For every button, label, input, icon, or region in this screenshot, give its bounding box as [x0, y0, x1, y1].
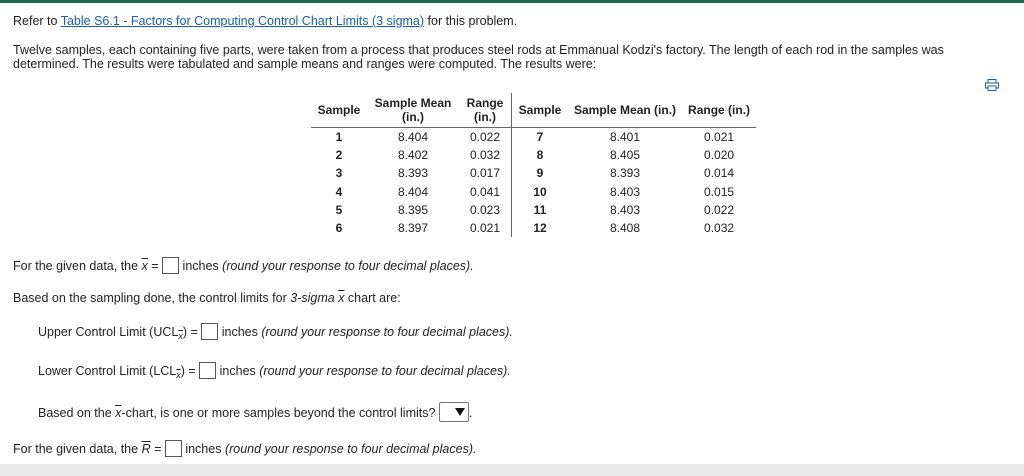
sample-mean: 8.405	[610, 148, 641, 163]
header-sample-mean: Sample Mean (in.)	[367, 93, 459, 128]
sample-mean: 8.395	[397, 202, 429, 217]
sample-number: 7	[536, 130, 544, 145]
dropdown-arrow-icon	[454, 408, 465, 416]
sample-number: 11	[533, 202, 547, 217]
header-sample-2: Sample	[511, 93, 568, 128]
x-double-bar-symbol: x	[141, 258, 148, 273]
header-range-2: Range (in.)	[682, 93, 757, 128]
sample-mean: 8.404	[397, 130, 429, 145]
sample-range: 0.032	[459, 146, 512, 165]
sample-range: 0.032	[704, 221, 735, 236]
table-link[interactable]: Table S6.1 - Factors for Computing Contr…	[60, 14, 425, 28]
sample-range: 0.021	[459, 218, 512, 238]
control-limits-intro: Based on the sampling done, the control …	[13, 291, 401, 305]
sample-mean: 8.397	[397, 221, 429, 236]
sample-mean: 8.401	[610, 130, 641, 145]
ucl-question: Upper Control Limit (UCLx) = inches (rou…	[38, 323, 513, 341]
r-bar-symbol: R	[141, 442, 151, 456]
sample-number: 4	[335, 184, 343, 199]
sample-mean: 8.393	[397, 166, 429, 181]
sample-range: 0.023	[459, 200, 512, 219]
lcl-answer-input[interactable]	[199, 362, 217, 379]
print-icon[interactable]	[985, 79, 999, 91]
x-double-bar-answer-input[interactable]	[162, 257, 180, 274]
table-header-row: Sample Sample Mean (in.) Range (in.) Sam…	[311, 93, 757, 128]
sample-mean: 8.403	[610, 202, 641, 217]
table-row: 4 8.404 0.041 10 8.403 0.015	[311, 182, 756, 201]
sample-number: 8	[536, 148, 544, 163]
lcl-question: Lower Control Limit (LCLx) = inches (rou…	[38, 362, 511, 380]
table-row: 6 8.397 0.021 12 8.408 0.032	[311, 218, 756, 238]
beyond-limits-question: Based on the x-chart, is one or more sam…	[38, 402, 472, 422]
header-range: Range (in.)	[459, 93, 512, 128]
top-accent-bar	[0, 0, 1024, 3]
sample-range: 0.015	[704, 184, 735, 199]
sample-data-table: Sample Sample Mean (in.) Range (in.) Sam…	[311, 93, 757, 238]
question-x-double-bar: For the given data, the x = inches (roun…	[13, 257, 474, 274]
intro-line: Refer to Table S6.1 - Factors for Comput…	[13, 14, 517, 28]
sample-mean: 8.403	[610, 184, 641, 199]
table-row: 5 8.395 0.023 11 8.403 0.022	[311, 200, 756, 219]
sample-number: 1	[335, 130, 343, 145]
sample-mean: 8.408	[610, 221, 641, 236]
sample-range: 0.022	[459, 127, 512, 147]
sample-number: 10	[533, 184, 547, 199]
sample-number: 5	[335, 202, 343, 217]
sample-range: 0.017	[459, 164, 512, 183]
sample-range: 0.022	[704, 202, 735, 217]
sample-mean: 8.393	[610, 166, 641, 181]
sample-range: 0.020	[704, 148, 735, 163]
intro-prefix: Refer to	[13, 14, 61, 28]
beyond-limits-dropdown[interactable]	[438, 402, 469, 422]
table-row: 2 8.402 0.032 8 8.405 0.020	[311, 146, 756, 165]
ucl-answer-input[interactable]	[201, 323, 219, 340]
sample-mean: 8.404	[397, 184, 429, 199]
sample-number: 12	[533, 221, 547, 236]
sample-range: 0.014	[704, 166, 735, 181]
question-r-bar: For the given data, the R = inches (roun…	[13, 440, 477, 457]
sample-number: 3	[335, 166, 343, 181]
intro-suffix: for this problem.	[424, 14, 518, 28]
header-sample-mean-2: Sample Mean (in.)	[568, 93, 683, 128]
sample-range: 0.021	[704, 130, 735, 145]
x-bar-symbol: x	[338, 291, 345, 305]
r-bar-answer-input[interactable]	[164, 440, 182, 457]
table-row: 1 8.404 0.022 7 8.401 0.021	[311, 127, 756, 147]
problem-statement: Twelve samples, each containing five par…	[13, 43, 944, 71]
sample-number: 2	[335, 148, 343, 163]
header-sample: Sample	[311, 93, 367, 128]
sample-number: 9	[536, 166, 544, 181]
sample-mean: 8.402	[397, 148, 429, 163]
table-row: 3 8.393 0.017 9 8.393 0.014	[311, 164, 756, 183]
bottom-bar	[0, 464, 1024, 476]
sample-number: 6	[335, 221, 343, 236]
sample-range: 0.041	[459, 182, 512, 201]
